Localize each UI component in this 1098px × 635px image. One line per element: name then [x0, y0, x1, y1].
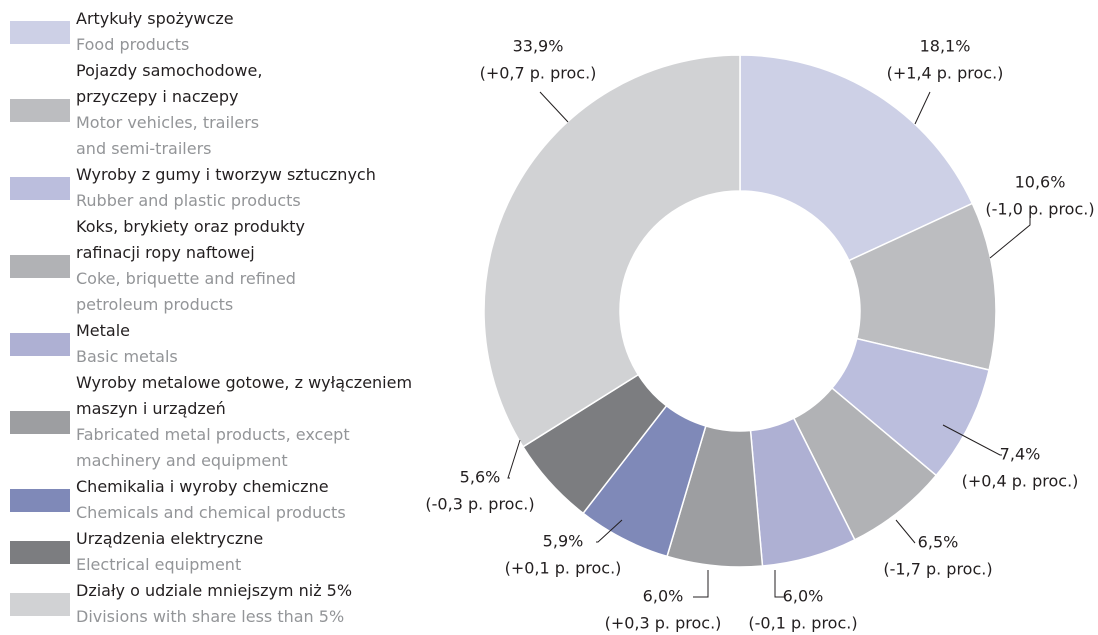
legend-label-en: Coke, briquette and refined petroleum pr…: [76, 269, 296, 314]
legend-item: Wyroby metalowe gotowe, z wyłączeniem ma…: [10, 370, 430, 474]
legend-label: Wyroby metalowe gotowe, z wyłączeniem ma…: [76, 373, 413, 418]
legend-swatch: [10, 20, 70, 44]
legend-text: Pojazdy samochodowe, przyczepy i naczepy…: [76, 58, 262, 162]
value-label: 5,9%: [543, 532, 584, 551]
leader-line: [989, 210, 1031, 259]
leader-line: [942, 424, 1002, 456]
value-label: 6,5%: [918, 533, 959, 552]
legend-label: Chemikalia i wyroby chemiczne: [76, 477, 329, 496]
legend-label-en: Basic metals: [76, 347, 178, 366]
legend-label: Działy o udziale mniejszym niż 5%: [76, 581, 353, 600]
legend-item: Urządzenia elektryczne Electrical equipme…: [10, 526, 430, 578]
legend-label-en: Chemicals and chemical products: [76, 503, 346, 522]
legend-label-en: Motor vehicles, trailers and semi-traile…: [76, 113, 260, 158]
value-label: 6,0%: [643, 587, 684, 606]
legend-item: Koks, brykiety oraz produkty rafinacji r…: [10, 214, 430, 318]
legend-label: Koks, brykiety oraz produkty rafinacji r…: [76, 217, 305, 262]
leader-line: [895, 519, 916, 544]
value-label: 33,9%: [513, 37, 564, 56]
legend-item: Wyroby z gumy i tworzyw sztucznych Rubber…: [10, 162, 430, 214]
change-label: (-0,1 p. proc.): [748, 614, 857, 633]
legend-label: Wyroby z gumy i tworzyw sztucznych: [76, 165, 376, 184]
legend-label: Pojazdy samochodowe, przyczepy i naczepy: [76, 61, 263, 106]
value-label: 7,4%: [1000, 445, 1041, 464]
leader-line: [507, 439, 521, 479]
leader-line: [693, 570, 709, 598]
legend-swatch: [10, 410, 70, 434]
legend-text: Działy o udziale mniejszym niż 5% Divisio…: [76, 578, 352, 630]
legend-label: Metale: [76, 321, 131, 340]
legend-label-en: Electrical equipment: [76, 555, 242, 574]
legend-item: Działy o udziale mniejszym niż 5% Divisio…: [10, 578, 430, 630]
leader-line: [596, 519, 623, 543]
change-label: (+0,1 p. proc.): [505, 559, 622, 578]
legend-swatch: [10, 98, 70, 122]
legend-text: Urządzenia elektryczne Electrical equipme…: [76, 526, 263, 578]
value-label: 18,1%: [920, 37, 971, 56]
change-label: (-1,7 p. proc.): [883, 560, 992, 579]
change-label: (-1,0 p. proc.): [985, 200, 1094, 219]
legend-item: Artykuły spożywcze Food products: [10, 6, 430, 58]
legend: Artykuły spożywcze Food products Pojazdy s…: [10, 6, 430, 630]
donut-segment: [739, 54, 974, 262]
legend-item: Pojazdy samochodowe, przyczepy i naczepy…: [10, 58, 430, 162]
legend-label: Artykuły spożywcze: [76, 9, 234, 28]
legend-text: Koks, brykiety oraz produkty rafinacji r…: [76, 214, 305, 318]
legend-swatch: [10, 332, 70, 356]
legend-text: Wyroby z gumy i tworzyw sztucznych Rubber…: [76, 162, 376, 214]
legend-label-en: Divisions with share less than 5%: [76, 607, 345, 626]
legend-text: Artykuły spożywcze Food products: [76, 6, 234, 58]
legend-label-en: Food products: [76, 35, 190, 54]
change-label: (+0,7 p. proc.): [480, 64, 597, 83]
legend-swatch: [10, 592, 70, 616]
legend-text: Wyroby metalowe gotowe, z wyłączeniem ma…: [76, 370, 412, 474]
legend-swatch: [10, 488, 70, 512]
leader-line: [914, 91, 931, 125]
legend-text: Metale Basic metals: [76, 318, 178, 370]
change-label: (+0,3 p. proc.): [605, 614, 722, 633]
leader-line: [539, 91, 569, 123]
legend-label-en: Rubber and plastic products: [76, 191, 301, 210]
change-label: (-0,3 p. proc.): [425, 495, 534, 514]
legend-label-en: Fabricated metal products, except machin…: [76, 425, 350, 470]
change-label: (+1,4 p. proc.): [887, 64, 1004, 83]
legend-swatch: [10, 176, 70, 200]
legend-swatch: [10, 540, 70, 564]
legend-item: Metale Basic metals: [10, 318, 430, 370]
leader-line: [774, 570, 785, 598]
legend-label: Urządzenia elektryczne: [76, 529, 264, 548]
change-label: (+0,4 p. proc.): [962, 472, 1079, 491]
value-label: 5,6%: [460, 468, 501, 487]
legend-text: Chemikalia i wyroby chemiczne Chemicals a…: [76, 474, 346, 526]
legend-swatch: [10, 254, 70, 278]
value-label: 10,6%: [1015, 173, 1066, 192]
value-label: 6,0%: [783, 587, 824, 606]
legend-item: Chemikalia i wyroby chemiczne Chemicals a…: [10, 474, 430, 526]
donut-segment: [483, 54, 741, 448]
